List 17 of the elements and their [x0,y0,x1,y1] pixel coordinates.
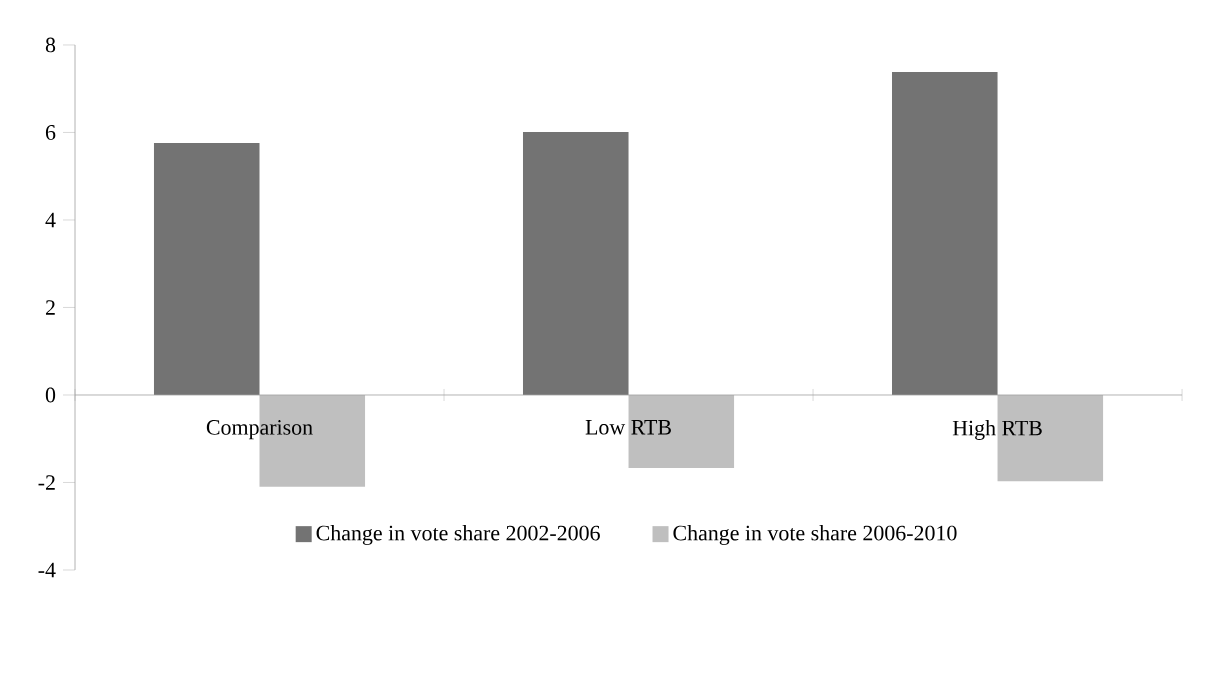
legend-label: Change in vote share 2006-2010 [673,525,957,545]
y-tick-label: 0 [45,387,56,403]
y-tick-label: 2 [45,300,55,315]
bar [522,132,629,395]
legend-label: Change in vote share 2002-2006 [316,525,600,545]
y-tick-label: 8 [45,37,56,53]
x-tick-label: Comparison [206,420,313,440]
bar [892,72,998,395]
y-tick-label: 4 [45,212,56,228]
y-tick-label: -2 [38,475,55,490]
x-tick-label: High RTB [952,420,1042,440]
y-tick-label: 6 [45,125,56,140]
x-tick-label: Low RTB [585,420,671,435]
y-tick-label: -4 [38,562,56,578]
bar [997,394,1104,482]
bar [153,142,260,395]
bar [628,394,735,469]
